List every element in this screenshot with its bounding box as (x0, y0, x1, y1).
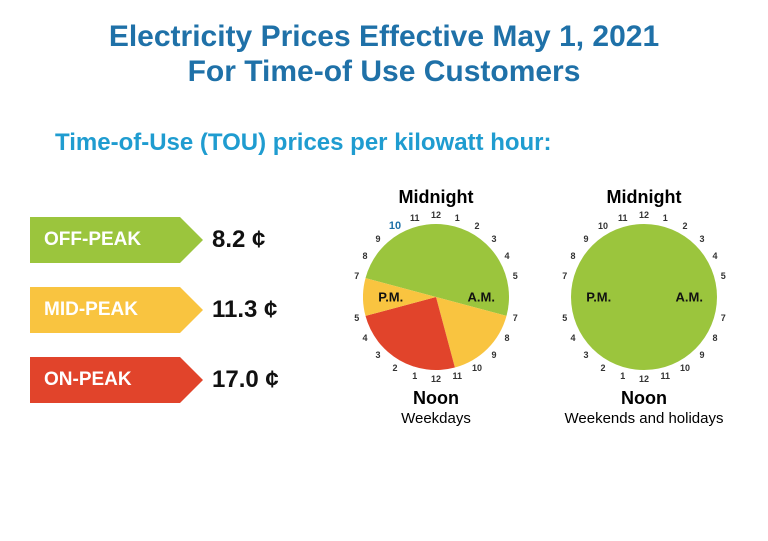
legend-row-off: OFF-PEAK 8.2 ¢ (30, 217, 322, 263)
legend-row-on: ON-PEAK 17.0 ¢ (30, 357, 322, 403)
clock-top-label-2: Midnight (607, 187, 682, 208)
on-peak-arrow: ON-PEAK (30, 357, 180, 403)
off-peak-arrow: OFF-PEAK (30, 217, 180, 263)
on-peak-price: 17.0 ¢ (212, 366, 279, 394)
page-title: Electricity Prices Effective May 1, 2021… (30, 20, 738, 89)
title-line-2: For Time-of Use Customers (188, 55, 581, 88)
mid-peak-label: MID-PEAK (44, 299, 138, 321)
on-peak-label: ON-PEAK (44, 369, 132, 391)
legend-row-mid: MID-PEAK 11.3 ¢ (30, 287, 322, 333)
clock-bottom-label-2: Noon (621, 388, 667, 409)
mid-peak-arrow: MID-PEAK (30, 287, 180, 333)
clock-weekday: 1212345789101112123457891011A.M.P.M. (351, 212, 521, 382)
clock-weekend-block: Midnight 1212345789101112123457891011A.M… (550, 187, 738, 428)
clock-bottom-label: Noon (413, 388, 459, 409)
clock-weekend: 1212345789101112123457891011A.M.P.M. (559, 212, 729, 382)
title-line-1: Electricity Prices Effective May 1, 2021 (109, 20, 659, 53)
content-row: OFF-PEAK 8.2 ¢ MID-PEAK 11.3 ¢ ON-PEAK 1… (30, 187, 738, 428)
clocks-column: Midnight 1212345789101112123457891011A.M… (342, 187, 738, 428)
legend-column: OFF-PEAK 8.2 ¢ MID-PEAK 11.3 ¢ ON-PEAK 1… (30, 217, 322, 403)
off-peak-price: 8.2 ¢ (212, 226, 265, 254)
mid-peak-price: 11.3 ¢ (212, 296, 277, 324)
subtitle: Time-of-Use (TOU) prices per kilowatt ho… (55, 129, 738, 157)
clock-top-label: Midnight (399, 187, 474, 208)
clock-weekend-caption: Weekends and holidays (565, 411, 724, 428)
clock-weekday-block: Midnight 1212345789101112123457891011A.M… (342, 187, 530, 428)
off-peak-label: OFF-PEAK (44, 229, 141, 251)
clock-weekday-caption: Weekdays (401, 411, 471, 428)
